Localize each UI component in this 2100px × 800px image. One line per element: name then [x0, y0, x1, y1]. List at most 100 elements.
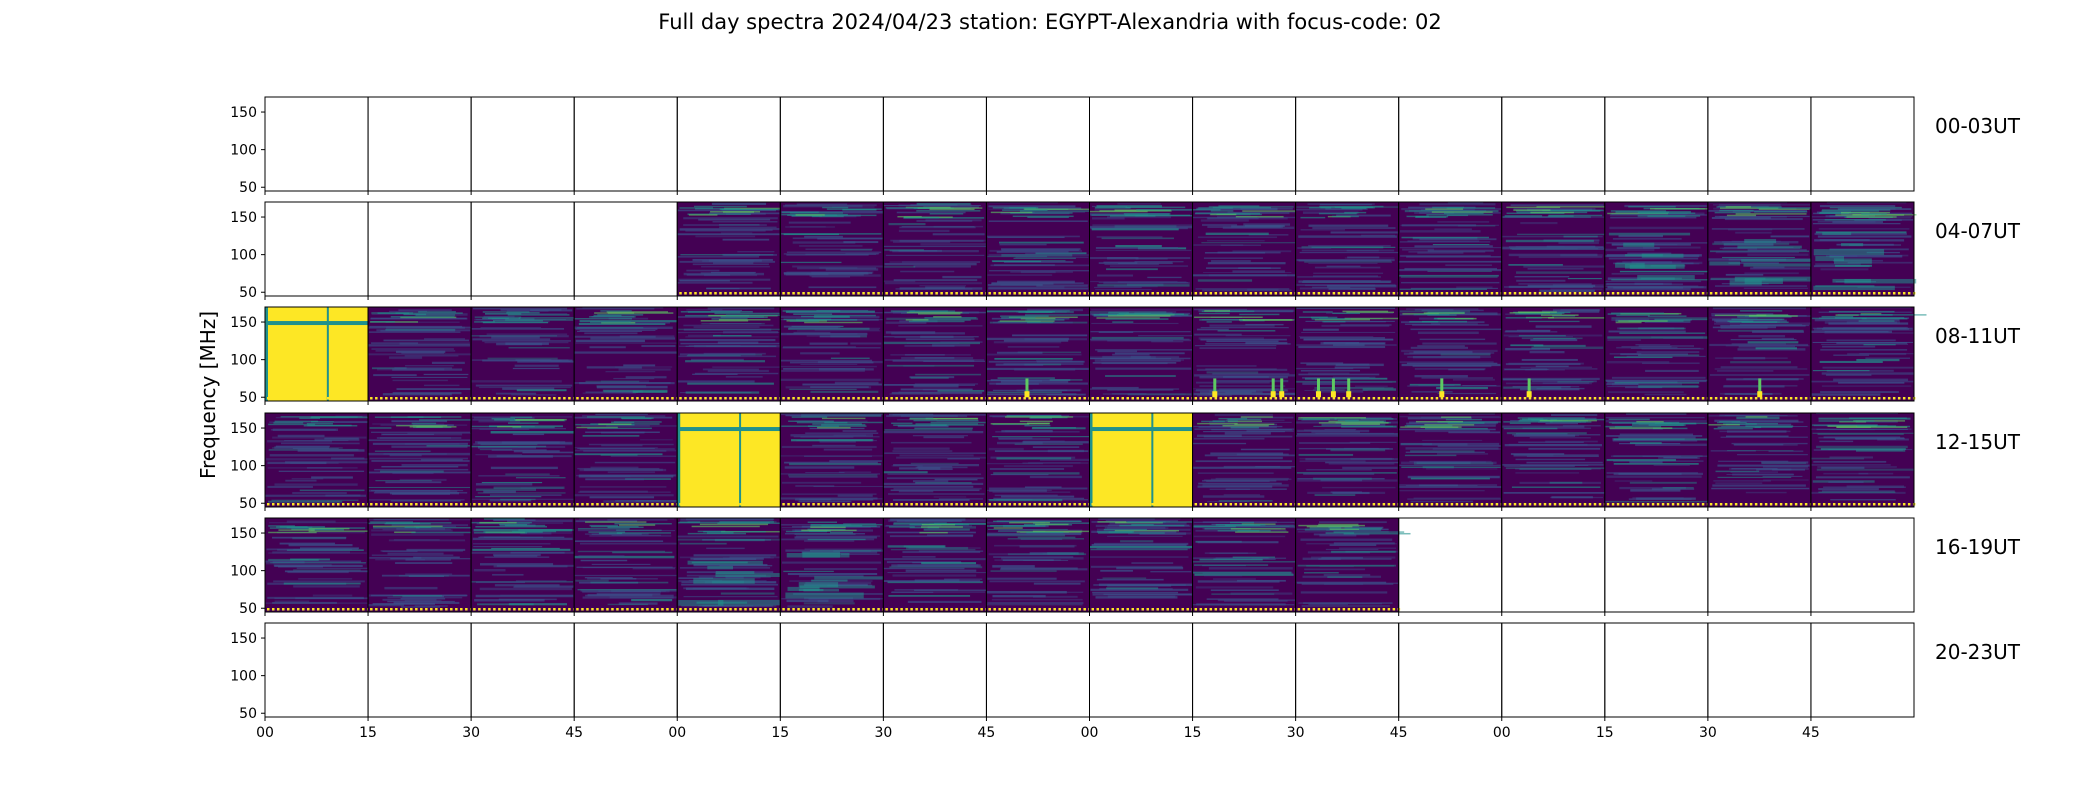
spectrum-band [1029, 552, 1079, 555]
spectrum-band [916, 203, 971, 205]
baseline-dot [1106, 503, 1109, 506]
baseline-dot [1204, 608, 1208, 611]
baseline-dot [405, 397, 408, 400]
baseline-dot [1794, 397, 1798, 400]
spectrum-band [1726, 474, 1795, 476]
baseline-dot [1862, 397, 1866, 400]
spectrum-band [1313, 272, 1384, 274]
spectrum-band [1036, 284, 1088, 288]
spectrum-band [1855, 328, 1894, 330]
spectrum-band [1714, 419, 1799, 423]
spectrum-band [720, 592, 775, 595]
baseline-dot [385, 503, 388, 506]
panel-frame [1810, 412, 1915, 508]
spectrum-band [368, 522, 420, 525]
spectrum-band [1611, 317, 1708, 320]
spectrum-band [1207, 500, 1250, 503]
spectrum-band [268, 552, 367, 554]
spectrum-band [1400, 426, 1462, 428]
baseline-dot [769, 503, 772, 506]
spectrum-band [885, 321, 927, 324]
spectrum-band [1205, 232, 1269, 236]
baseline-dot [1877, 292, 1881, 295]
baseline-dot [1372, 608, 1376, 611]
baseline-dot [1739, 397, 1743, 400]
spectrum-band [1448, 368, 1485, 371]
spectrum-band [1512, 248, 1604, 251]
spectrum-band [1725, 345, 1810, 347]
spectrum-band [883, 485, 974, 488]
y-tick-label: 150 [230, 421, 257, 437]
spectrum-band [1109, 265, 1189, 267]
baseline-dot [988, 397, 991, 400]
spectrum-band [800, 436, 854, 438]
baseline-dot [395, 608, 398, 611]
spectrum-band [1345, 420, 1386, 422]
spectrum-band [1009, 521, 1050, 524]
spectrum-band [1218, 417, 1248, 420]
baseline-dot [764, 608, 767, 611]
spectrum-band [406, 548, 466, 551]
spectrum-band [1654, 318, 1723, 321]
spectrum-band [589, 496, 655, 499]
spectrum-band [988, 287, 1089, 290]
spectrum-band [988, 360, 1085, 363]
spectrum-band [1522, 418, 1544, 420]
baseline-dot [1058, 503, 1061, 506]
spectrum-band [416, 526, 479, 529]
baseline-dot [1259, 608, 1263, 611]
spectrum-band [679, 556, 780, 559]
spectrum-band [1713, 204, 1811, 206]
spectrum-band [1828, 481, 1864, 483]
spectrum-band [1197, 485, 1273, 488]
spectrum-band [1206, 340, 1279, 343]
spectrum-band [1835, 264, 1872, 267]
baseline-dot [1686, 397, 1690, 400]
baseline-dot [930, 608, 933, 611]
baseline-dot [1279, 397, 1283, 400]
spectrum-band [1200, 338, 1287, 341]
spectrum-band [1819, 205, 1896, 208]
baseline-dot [837, 292, 840, 295]
spectrum-band [1725, 273, 1764, 276]
baseline-dot [420, 397, 423, 400]
spectrum-band [1608, 330, 1686, 333]
baseline-dot [1146, 397, 1149, 400]
spectrum-band [576, 426, 618, 429]
baseline-dot [1676, 292, 1680, 295]
spectrum-band [1531, 346, 1604, 350]
panel-frame [1398, 96, 1503, 192]
spectrum-band [1298, 345, 1386, 349]
spectrum-band [890, 310, 915, 312]
baseline-dot [744, 608, 747, 611]
spectrum-band [814, 576, 893, 580]
row-label: 20-23UT [1935, 640, 2021, 664]
spectrum-band [579, 490, 648, 493]
spectrum-band [1817, 466, 1897, 468]
spectrum-band [687, 560, 763, 565]
baseline-dot [704, 503, 707, 506]
spectrum-band [891, 591, 934, 593]
spectrum-band [801, 529, 857, 532]
baseline-dot [1297, 503, 1301, 506]
spectrum-band [899, 226, 976, 229]
spectrum-band [1413, 461, 1486, 463]
baseline-dot [857, 608, 860, 611]
baseline-dot [1636, 397, 1640, 400]
spectrum-band [812, 423, 862, 425]
spectrum-band [785, 310, 875, 313]
baseline-dot [1764, 397, 1768, 400]
spectrum-band [1824, 332, 1914, 334]
baseline-dot [1701, 397, 1705, 400]
baseline-dot [503, 503, 506, 506]
spectrum-band [1134, 312, 1173, 314]
spectrum-band [1627, 252, 1672, 255]
spectrum-band [1605, 288, 1691, 291]
baseline-dot [1794, 292, 1798, 295]
spectrum-band [1406, 256, 1501, 258]
spectrum-band [842, 430, 877, 433]
baseline-dot [287, 503, 290, 506]
spectrum-band [582, 415, 666, 417]
spectrum-band [1096, 548, 1191, 550]
spectrum-band [695, 235, 756, 238]
